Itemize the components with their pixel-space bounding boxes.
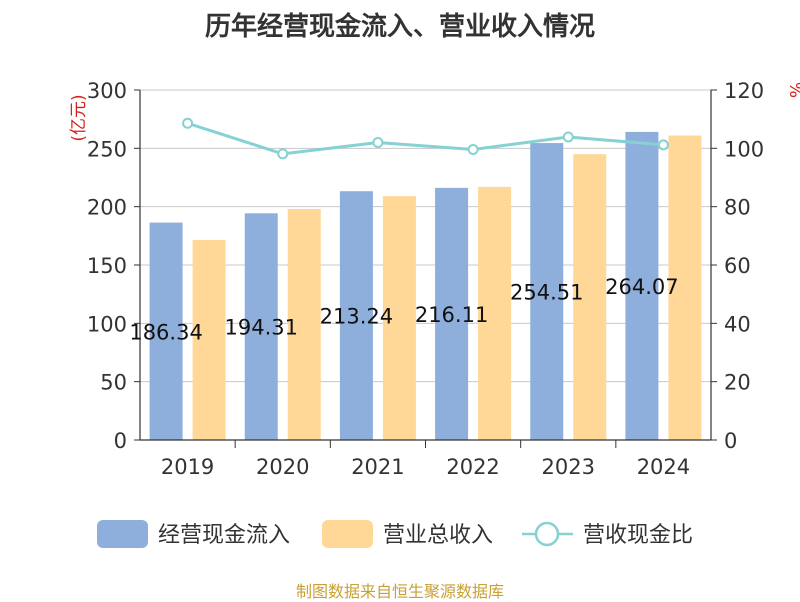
bar-revenue <box>573 154 607 440</box>
bar-data-label: 186.34 <box>129 320 202 344</box>
legend-label-ratio: 营收现金比 <box>583 523 693 548</box>
ratio-point <box>657 139 669 151</box>
bar-cash-inflow <box>435 187 469 440</box>
bar-cash-inflow <box>244 213 278 440</box>
bar-revenue <box>287 209 321 440</box>
chart-title: 历年经营现金流入、营业收入情况 <box>204 12 595 42</box>
bar-cash-inflow <box>625 131 659 440</box>
legend: 经营现金流入 营业总收入 营收现金比 <box>97 520 693 548</box>
y-right-unit-label: % <box>785 82 800 98</box>
legend-label-revenue: 营业总收入 <box>383 523 493 548</box>
bar-cash-inflow <box>530 143 564 441</box>
y-left-tick-label: 200 <box>87 196 127 220</box>
bar-cash-inflow <box>339 191 373 440</box>
y-right-tick-label: 100 <box>724 137 764 161</box>
x-tick-label: 2022 <box>446 455 499 479</box>
bar-data-label: 213.24 <box>320 305 393 329</box>
x-tick-label: 2020 <box>256 455 309 479</box>
y-right-tick-label: 20 <box>724 371 751 395</box>
bar-data-label: 264.07 <box>605 275 678 299</box>
y-left-tick-label: 0 <box>114 429 127 453</box>
source-note: 制图数据来自恒生聚源数据库 <box>295 582 504 601</box>
y-right-tick-label: 60 <box>724 254 751 278</box>
legend-swatch-revenue <box>322 520 373 548</box>
y-left-unit-label: (亿元) <box>69 94 89 141</box>
y-right-tick-label: 40 <box>724 312 751 336</box>
ratio-point <box>182 117 194 129</box>
y-left-tick-label: 250 <box>87 137 127 161</box>
y-left-tick-label: 50 <box>100 371 127 395</box>
bar-data-label: 194.31 <box>225 316 298 340</box>
x-tick-label: 2019 <box>161 455 214 479</box>
bar-revenue <box>382 196 416 440</box>
ratio-point <box>372 137 384 148</box>
data-labels: 186.34 194.31 213.24 216.11 254.51 264.07 <box>129 275 678 344</box>
bar-data-label: 216.11 <box>415 303 488 327</box>
bar-revenue <box>668 135 702 440</box>
x-tick-label: 2024 <box>637 455 690 479</box>
y-right-tick-label: 0 <box>724 429 737 453</box>
ratio-point <box>277 148 289 160</box>
y-left-tick-label: 100 <box>87 312 127 336</box>
ratio-point <box>467 144 479 155</box>
y-right-tick-label: 80 <box>724 196 751 220</box>
x-tick-label: 2023 <box>542 455 595 479</box>
axes: 0 50 100 150 200 250 300 0 20 40 60 80 100 120 (亿元)% 20… <box>69 79 800 479</box>
ratio-line <box>182 117 669 160</box>
y-left-tick-label: 150 <box>87 254 127 278</box>
legend-marker-ratio <box>534 521 560 547</box>
x-tick-label: 2021 <box>351 455 404 479</box>
ratio-line-path <box>187 121 664 156</box>
bar-revenue <box>192 239 226 440</box>
y-right-tick-label: 120 <box>724 79 764 103</box>
ratio-point <box>562 131 574 143</box>
y-left-tick-label: 300 <box>87 79 127 103</box>
legend-swatch-cash-inflow <box>97 520 148 548</box>
bar-revenue <box>478 186 512 440</box>
bars <box>149 131 702 441</box>
bar-data-label: 254.51 <box>510 281 583 305</box>
bar-cash-inflow <box>149 222 183 440</box>
legend-label-cash-inflow: 经营现金流入 <box>158 523 290 548</box>
